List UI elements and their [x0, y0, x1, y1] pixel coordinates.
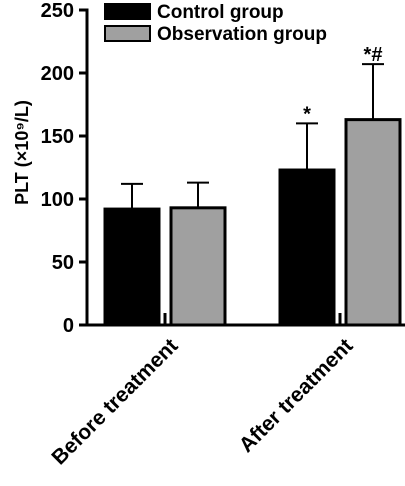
y-axis-label: PLT (×10⁹/L) — [12, 100, 32, 205]
legend-label: Control group — [157, 2, 284, 23]
bar — [344, 118, 402, 327]
y-tick-label: 50 — [52, 252, 74, 274]
x-axis: Before treatment After treatment — [47, 313, 405, 469]
legend-swatch — [104, 25, 151, 42]
y-tick-label: 250 — [41, 0, 74, 22]
significance-marker: * — [303, 103, 311, 125]
bar — [103, 207, 161, 327]
bar — [278, 168, 336, 327]
legend-swatch — [104, 3, 151, 20]
y-tick-label: 100 — [41, 189, 74, 211]
y-axis: 0 50 100 150 200 250 — [41, 0, 89, 337]
y-tick-label: 150 — [41, 126, 74, 148]
bars: * *# — [103, 44, 402, 327]
legend-label: Observation group — [157, 24, 327, 45]
y-tick-label: 0 — [63, 315, 74, 337]
x-tick-label: Before treatment — [47, 334, 182, 469]
x-tick-label: After treatment — [235, 334, 358, 457]
bar — [169, 206, 227, 327]
y-tick-label: 200 — [41, 63, 74, 85]
significance-marker: *# — [364, 44, 383, 66]
